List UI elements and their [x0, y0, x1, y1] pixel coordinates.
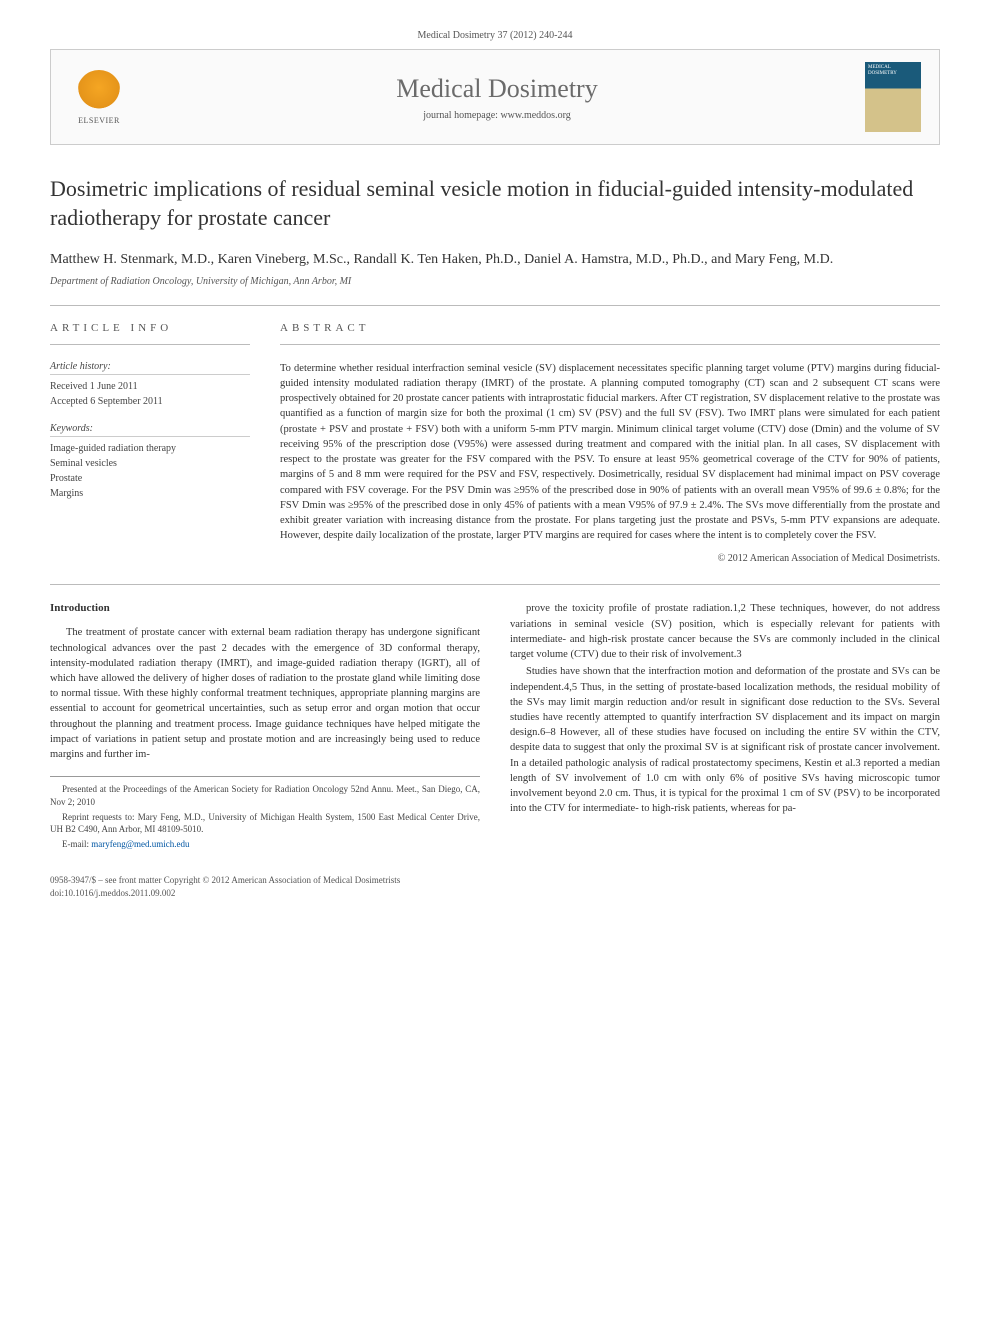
abstract-copyright: © 2012 American Association of Medical D… — [280, 553, 940, 564]
article-info: ARTICLE INFO Article history: Received 1… — [50, 322, 250, 565]
email-link[interactable]: maryfeng@med.umich.edu — [91, 839, 189, 849]
divider-top — [50, 305, 940, 306]
footnote-presented: Presented at the Proceedings of the Amer… — [50, 783, 480, 808]
publisher-logo: ELSEVIER — [69, 67, 129, 127]
elsevier-tree-icon — [77, 70, 121, 114]
email-label: E-mail: — [62, 839, 89, 849]
journal-banner: ELSEVIER Medical Dosimetry journal homep… — [50, 49, 940, 145]
info-divider — [50, 344, 250, 345]
history-received: Received 1 June 2011 — [50, 379, 250, 394]
affiliation: Department of Radiation Oncology, Univer… — [50, 276, 940, 287]
body-columns: Introduction The treatment of prostate c… — [50, 601, 940, 850]
abstract-block: ABSTRACT To determine whether residual i… — [280, 322, 940, 565]
divider-bottom — [50, 584, 940, 585]
publisher-name: ELSEVIER — [78, 116, 120, 125]
history-accepted: Accepted 6 September 2011 — [50, 394, 250, 409]
footer-meta: 0958-3947/$ – see front matter Copyright… — [50, 874, 940, 899]
footer-line2: doi:10.1016/j.meddos.2011.09.002 — [50, 887, 940, 900]
intro-heading: Introduction — [50, 601, 480, 617]
footnote-reprint: Reprint requests to: Mary Feng, M.D., Un… — [50, 811, 480, 836]
footer-line1: 0958-3947/$ – see front matter Copyright… — [50, 874, 940, 887]
keyword-3: Margins — [50, 486, 250, 501]
article-info-heading: ARTICLE INFO — [50, 322, 250, 334]
footnotes-block: Presented at the Proceedings of the Amer… — [50, 776, 480, 850]
article-title: Dosimetric implications of residual semi… — [50, 175, 940, 232]
body-p3: Studies have shown that the interfractio… — [510, 664, 940, 816]
keyword-1: Seminal vesicles — [50, 456, 250, 471]
abstract-heading: ABSTRACT — [280, 322, 940, 334]
body-p2: prove the toxicity profile of prostate r… — [510, 601, 940, 662]
body-p1: The treatment of prostate cancer with ex… — [50, 625, 480, 762]
authors-line: Matthew H. Stenmark, M.D., Karen Vineber… — [50, 250, 940, 270]
info-abstract-row: ARTICLE INFO Article history: Received 1… — [50, 322, 940, 565]
history-block: Article history: Received 1 June 2011 Ac… — [50, 361, 250, 409]
keywords-block: Keywords: Image-guided radiation therapy… — [50, 423, 250, 501]
keywords-label: Keywords: — [50, 423, 250, 437]
citation-header: Medical Dosimetry 37 (2012) 240-244 — [50, 30, 940, 41]
keyword-2: Prostate — [50, 471, 250, 486]
cover-label: MEDICAL DOSIMETRY — [868, 65, 918, 76]
journal-title: Medical Dosimetry — [129, 74, 865, 104]
footnote-email: E-mail: maryfeng@med.umich.edu — [50, 838, 480, 851]
journal-cover-thumb: MEDICAL DOSIMETRY — [865, 62, 921, 132]
abstract-divider — [280, 344, 940, 345]
journal-homepage[interactable]: journal homepage: www.meddos.org — [129, 110, 865, 121]
history-label: Article history: — [50, 361, 250, 375]
abstract-text: To determine whether residual interfract… — [280, 361, 940, 544]
journal-center: Medical Dosimetry journal homepage: www.… — [129, 74, 865, 121]
keyword-0: Image-guided radiation therapy — [50, 441, 250, 456]
